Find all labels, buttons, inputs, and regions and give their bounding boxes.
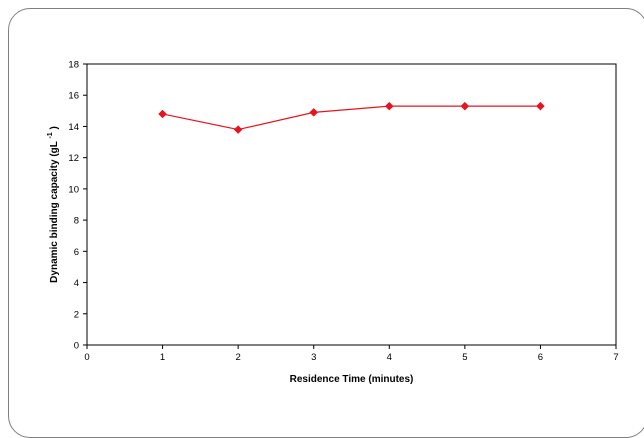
y-axis-title-superscript: -1 [47,132,54,138]
y-axis-title-close: ) [49,126,60,129]
x-axis-title: Residence Time (minutes) [290,374,414,385]
y-tick-label: 8 [74,216,79,227]
series-line [162,105,541,131]
x-tick-label: 0 [84,352,89,363]
y-axis-title: Dynamic binding capacity (gL -1 ) [44,126,60,283]
y-tick-label: 6 [74,247,79,258]
data-point [233,125,243,134]
y-tick-label: 10 [68,184,79,195]
data-point [384,101,394,111]
data-point [309,108,319,117]
y-tick-label: 0 [74,341,79,352]
x-tick-label: 1 [160,352,165,363]
y-tick-label: 16 [68,91,79,102]
x-tick-label: 2 [235,352,240,363]
plot-border [86,63,617,346]
y-axis-title-main: Dynamic binding capacity (gL [49,141,60,283]
data-point [158,109,167,119]
y-tick-label: 14 [68,122,79,133]
x-tick-label: 6 [538,352,543,363]
y-tick-label: 4 [74,278,79,289]
y-tick-label: 12 [68,153,79,164]
data-point [460,101,470,111]
x-tick-label: 4 [387,352,392,363]
y-tick-label: 18 [68,60,79,71]
x-tick-label: 5 [462,352,467,363]
x-tick-label: 7 [613,352,618,363]
y-tick-label: 2 [74,309,79,320]
x-tick-label: 3 [311,352,316,363]
data-point [536,101,545,111]
